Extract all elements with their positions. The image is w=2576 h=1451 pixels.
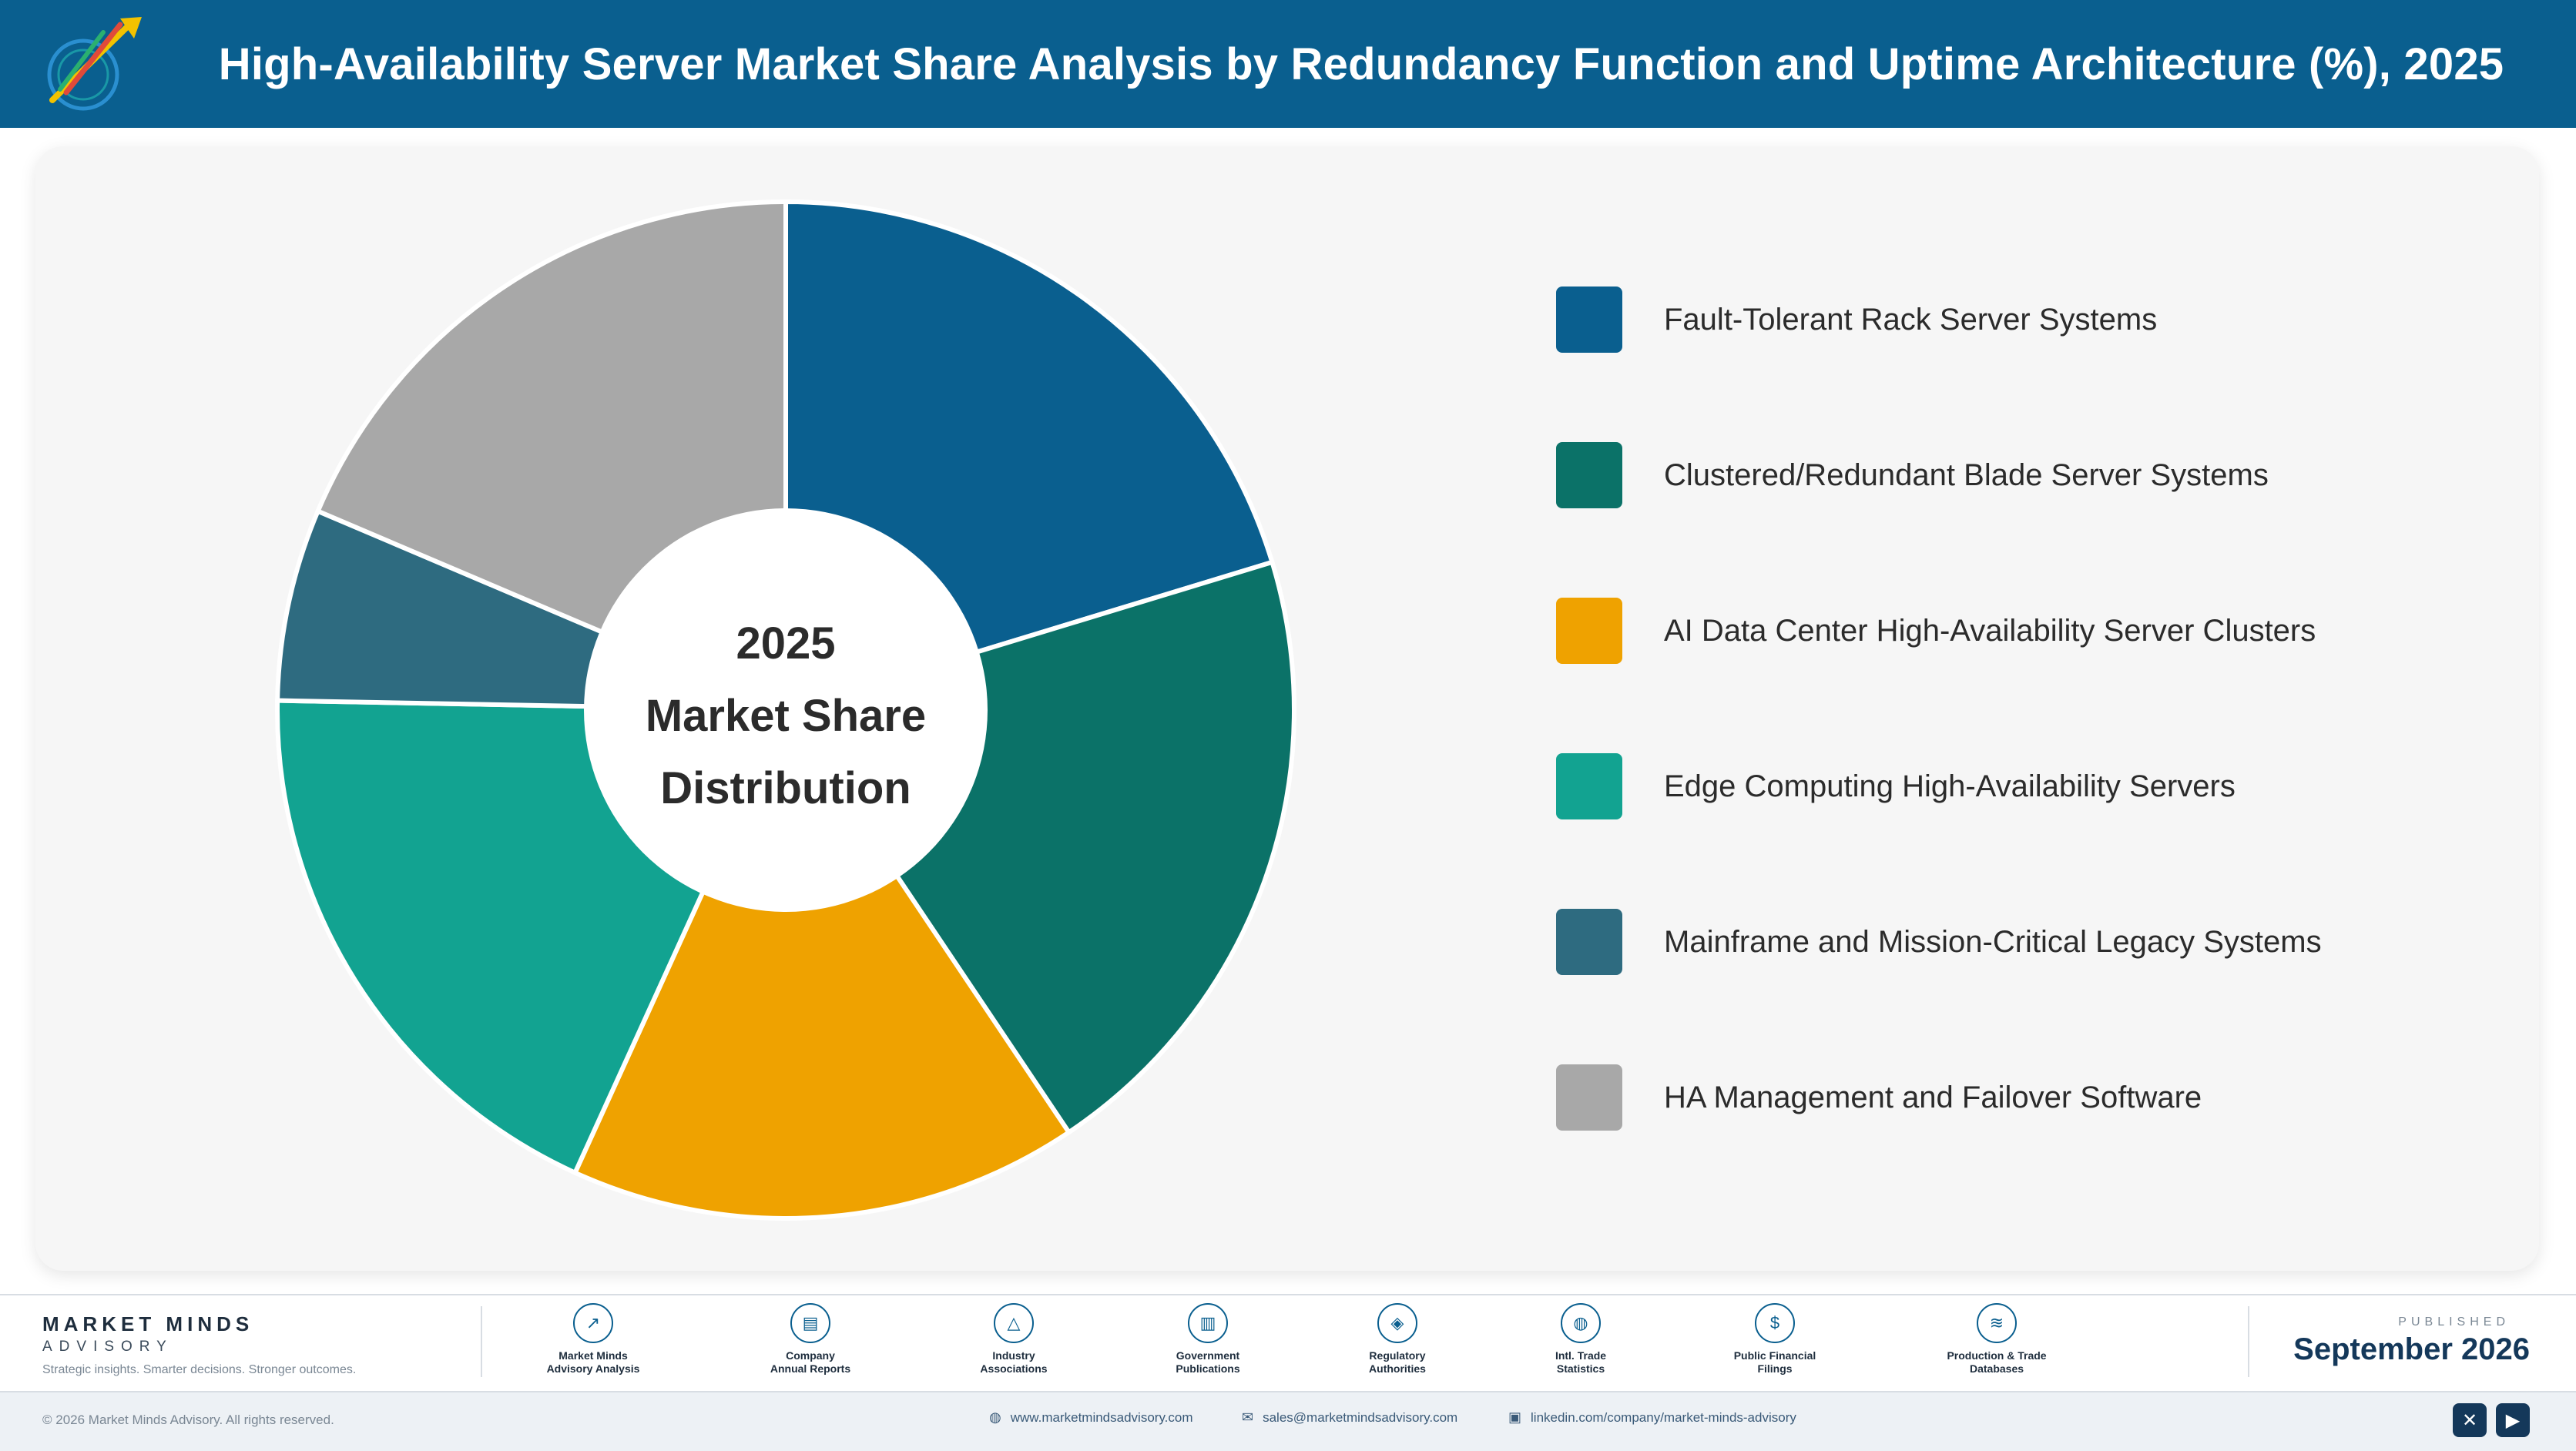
x-social-button[interactable]: ✕ [2453,1403,2487,1437]
legend-swatch [1556,909,1622,975]
email-link[interactable]: ✉ sales@marketmindsadvisory.com [1242,1409,1457,1426]
header-bar: High-Availability Server Market Share An… [0,0,2576,128]
x-icon: ✕ [2461,1409,2478,1431]
footer-brand-name: MARKET MINDS [42,1312,254,1335]
source-label: Company Annual Reports [770,1349,851,1375]
source-item: △ Industry Associations [937,1303,1091,1376]
document-icon: ▤ [790,1303,830,1343]
building-icon: ▥ [1188,1303,1228,1343]
source-label: Intl. Trade Statistics [1555,1349,1607,1375]
footer-divider [2248,1306,2249,1377]
copyright-text: © 2026 Market Minds Advisory. All rights… [42,1412,334,1427]
source-item: ▤ Company Annual Reports [733,1303,887,1376]
legend-item: Mainframe and Mission-Critical Legacy Sy… [1556,909,2322,975]
legend-swatch [1556,442,1622,508]
donut-center-label: 2025 Market Share Distribution [593,601,978,832]
source-label: Government Publications [1176,1349,1240,1375]
globe-icon: ◍ [989,1409,1001,1425]
footer-contact-bar: © 2026 Market Minds Advisory. All rights… [0,1391,2576,1451]
legend-label: Edge Computing High-Availability Servers [1664,769,2236,803]
donut-chart [277,202,1294,1221]
linkedin-icon: ▣ [1508,1409,1522,1425]
source-label: Industry Associations [980,1349,1048,1375]
legend-item: Fault-Tolerant Rack Server Systems [1556,287,2157,353]
company-logo[interactable] [37,9,153,119]
database-icon: ≋ [1977,1303,2017,1343]
legend-label: Fault-Tolerant Rack Server Systems [1664,302,2158,337]
center-label-year: 2025 [736,618,836,669]
footer-brand-tagline: Strategic insights. Smarter decisions. S… [42,1363,357,1376]
page-title: High-Availability Server Market Share An… [218,39,2504,89]
globe-icon: ◍ [1561,1303,1601,1343]
published-label: PUBLISHED [2398,1315,2510,1329]
source-item: ◍ Intl. Trade Statistics [1504,1303,1658,1376]
source-item: ◈ Regulatory Authorities [1320,1303,1474,1376]
legend-item: HA Management and Failover Software [1556,1064,2202,1131]
linkedin-text: linkedin.com/company/market-minds-adviso… [1531,1409,1796,1425]
network-icon: △ [994,1303,1034,1343]
pie-slice-3 [572,705,1072,1221]
legend-label: AI Data Center High-Availability Server … [1664,613,2316,648]
footer-sources-bar: MARKET MINDS ADVISORY Strategic insights… [0,1294,2576,1392]
legend-item: Clustered/Redundant Blade Server Systems [1556,442,2269,508]
source-item: ▥ Government Publications [1131,1303,1285,1376]
donut-hole [584,508,988,912]
center-label-line2: Market Share [645,691,927,741]
legend-swatch [1556,753,1622,819]
legend-item: Edge Computing High-Availability Servers [1556,753,2236,819]
legend-item: AI Data Center High-Availability Server … [1556,598,2316,664]
youtube-icon: ▶ [2505,1409,2521,1431]
linkedin-link[interactable]: ▣ linkedin.com/company/market-minds-advi… [1508,1409,1796,1426]
source-label: Regulatory Authorities [1369,1349,1426,1375]
source-label: Market Minds Advisory Analysis [546,1349,640,1375]
email-text: sales@marketmindsadvisory.com [1263,1409,1458,1425]
legend-swatch [1556,287,1622,353]
footer-divider [481,1306,482,1377]
website-text: www.marketmindsadvisory.com [1010,1409,1193,1425]
chart-line-icon: ↗ [573,1303,613,1343]
website-link[interactable]: ◍ www.marketmindsadvisory.com [989,1409,1193,1426]
legend-label: Clustered/Redundant Blade Server Systems [1664,457,2269,492]
source-label: Production & Trade Databases [1947,1349,2047,1375]
dollar-icon: $ [1755,1303,1795,1343]
source-item: ↗ Market Minds Advisory Analysis [516,1303,670,1376]
center-label-line3: Distribution [660,763,911,813]
footer-brand-sub: ADVISORY [42,1339,173,1355]
legend-swatch [1556,1064,1622,1131]
youtube-social-button[interactable]: ▶ [2496,1403,2530,1437]
published-date: September 2026 [2293,1332,2530,1366]
legend-label: Mainframe and Mission-Critical Legacy Sy… [1664,924,2322,959]
shield-icon: ◈ [1377,1303,1417,1343]
mail-icon: ✉ [1242,1409,1254,1425]
legend-swatch [1556,598,1622,664]
source-label: Public Financial Filings [1733,1349,1816,1375]
legend-label: HA Management and Failover Software [1664,1080,2202,1114]
source-item: $ Public Financial Filings [1698,1303,1852,1376]
source-item: ≋ Production & Trade Databases [1920,1303,2074,1376]
